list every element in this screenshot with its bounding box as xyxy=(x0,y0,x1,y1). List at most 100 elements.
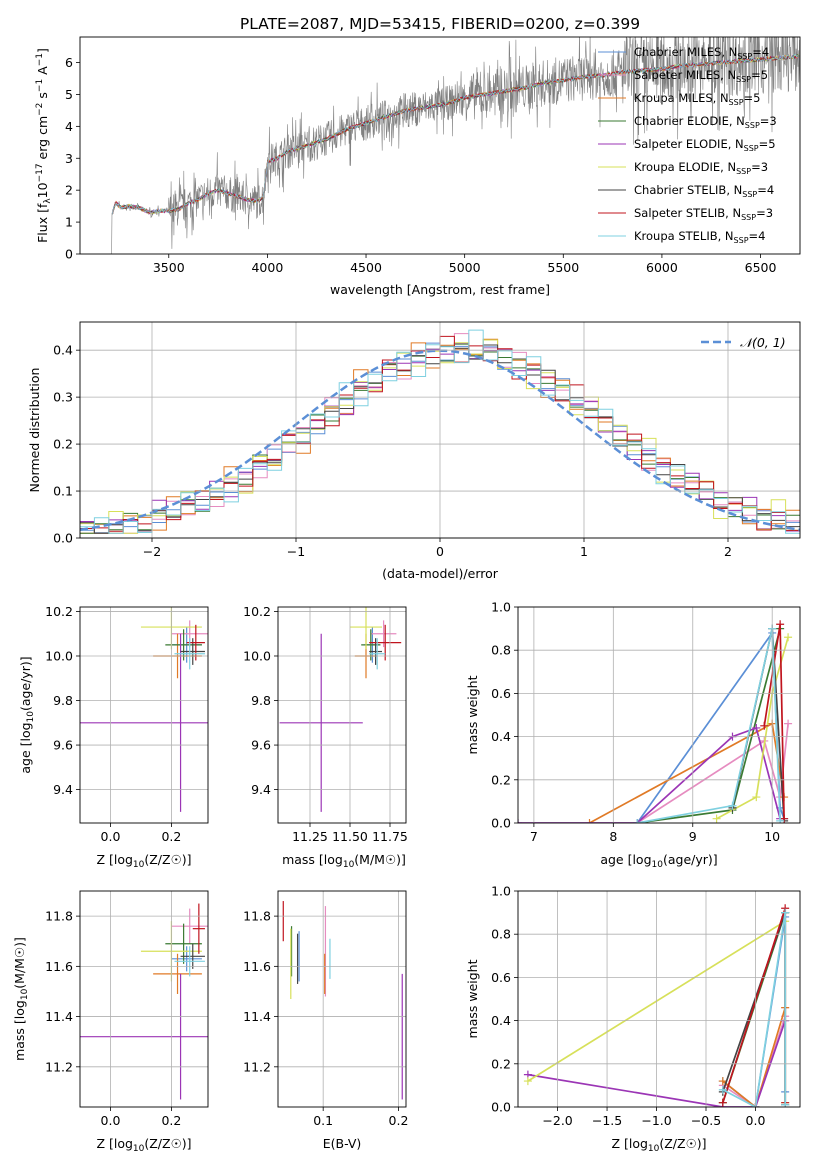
legend-count: =4 xyxy=(757,183,774,197)
weight-marker xyxy=(760,721,769,730)
legend-name: Chabrier ELODIE, N xyxy=(634,114,745,128)
y-tick-label: 11.6 xyxy=(243,959,271,974)
legend-name: Salpeter STELIB, N xyxy=(634,206,741,220)
observed-spectrum xyxy=(109,37,800,254)
y-tick-label: 9.4 xyxy=(53,782,73,797)
y-tick-label: 9.4 xyxy=(251,782,271,797)
weight-line xyxy=(722,1007,787,1107)
label-part: Z [log xyxy=(96,852,132,867)
plot-area xyxy=(282,901,403,1100)
weight-marker xyxy=(752,723,761,732)
x-axis-label: Z [log10(Z/Z☉)] xyxy=(96,1136,191,1154)
label-subscript: 10 xyxy=(26,711,36,723)
x-axis-label: Z [log10(Z/Z☉)] xyxy=(96,852,191,870)
x-tick-label: −2.0 xyxy=(542,1113,572,1128)
legend-entry: Chabrier ELODIE, NSSP=3 xyxy=(634,114,777,130)
y-axis-label: age [log10(age/yr)] xyxy=(18,656,36,773)
y-tick-label: 11.2 xyxy=(243,1059,271,1074)
massweight-vs-metallicity-panel: −2.0 −1.5 −1.0 −0.5 0.0 0.0 0.2 0.4 0.6 0.8 1.0 Z [… xyxy=(465,884,801,1154)
errorbar-point xyxy=(174,946,205,977)
weight-marker xyxy=(776,620,785,629)
y-tick-label: 0.6 xyxy=(491,686,511,701)
label-part: (age/yr)] xyxy=(18,656,33,711)
legend-count: =4 xyxy=(749,229,766,243)
y-tick-label: 0.2 xyxy=(491,772,511,787)
residuals-panel: −2 −1 0 1 2 0.0 0.1 0.2 0.3 0.4 𝒩(0, 1) (data-model… xyxy=(27,321,801,581)
label-part: (age/yr)] xyxy=(663,852,718,867)
x-tick-label: −2 xyxy=(143,544,161,559)
weight-marker xyxy=(776,816,785,823)
legend-entry: Chabrier MILES, NSSP=4 xyxy=(634,45,769,61)
x-axis-label: wavelength [Angstrom, rest frame] xyxy=(330,282,550,297)
model-spectrum xyxy=(112,54,800,215)
errorbar-point xyxy=(192,903,205,954)
legend-entry: Salpeter ELODIE, NSSP=5 xyxy=(634,137,776,153)
y-tick-label: 11.8 xyxy=(243,909,271,924)
label-part: Z [log xyxy=(611,1136,647,1151)
label-subscript: 10 xyxy=(20,988,30,1000)
weight-line xyxy=(637,628,781,823)
label-superscript: −17 xyxy=(35,163,45,182)
y-tick-label: 0.2 xyxy=(491,1056,511,1071)
y-tick-label: 9.8 xyxy=(53,693,73,708)
legend-count: =5 xyxy=(759,137,776,151)
axes-frame xyxy=(79,321,801,539)
legend-count: =3 xyxy=(760,114,777,128)
x-axis-label: (data-model)/error xyxy=(382,566,499,581)
x-tick-label: 0.2 xyxy=(161,829,181,844)
label-part: ] xyxy=(35,48,50,53)
mass-vs-metallicity-panel: 0.0 0.211.211.411.611.8Z [log10(Z/Z☉)]mas… xyxy=(12,890,209,1154)
legend-entry: Kroupa STELIB, NSSP=4 xyxy=(634,229,765,245)
weight-line xyxy=(722,1007,787,1107)
plot-area xyxy=(109,37,800,254)
label-part: A xyxy=(35,66,50,79)
mass-vs-ebv-panel: 0.1 0.2 11.2 11.4 11.6 11.8 E(B-V) xyxy=(243,890,408,1151)
errorbar-point xyxy=(350,607,382,650)
label-subscript: 10 xyxy=(133,1144,145,1154)
errorbar-point xyxy=(80,633,208,812)
x-tick-label: 0.0 xyxy=(101,829,121,844)
x-tick-label: 0.0 xyxy=(101,1113,121,1128)
errorbar-point xyxy=(369,624,402,661)
legend-name: Kroupa ELODIE, N xyxy=(634,160,736,174)
y-tick-label: 10.0 xyxy=(45,648,73,663)
y-tick-label: 1.0 xyxy=(491,884,511,899)
weight-marker xyxy=(784,633,793,642)
y-tick-label: 0.2 xyxy=(53,437,73,452)
errorbar-point xyxy=(171,946,202,972)
label-subscript: 10 xyxy=(648,1144,660,1154)
errorbar-point xyxy=(279,633,363,812)
x-tick-label: 11.25 xyxy=(292,829,328,844)
legend-subscript: SSP xyxy=(736,167,751,176)
axes-frame xyxy=(79,36,801,255)
y-tick-label: 0.8 xyxy=(491,643,511,658)
x-tick-label: −1.0 xyxy=(641,1113,671,1128)
legend-entry: Salpeter STELIB, NSSP=3 xyxy=(634,206,773,222)
y-tick-label: 0.3 xyxy=(53,390,73,405)
y-tick-label: 11.2 xyxy=(45,1059,73,1074)
errorbar-point xyxy=(180,943,205,969)
errorbar-point xyxy=(174,638,205,670)
y-tick-label: 0 xyxy=(65,247,73,262)
legend-name: Kroupa MILES, N xyxy=(634,91,729,105)
y-axis-label: mass weight xyxy=(465,959,480,1038)
x-tick-label: 5500 xyxy=(547,260,579,275)
x-tick-label: 4500 xyxy=(350,260,382,275)
x-tick-label: −1.5 xyxy=(592,1113,622,1128)
weight-line xyxy=(589,722,785,823)
y-tick-label: 0.1 xyxy=(53,484,73,499)
errorbar-point xyxy=(165,923,202,964)
age-vs-mass-panel: 11.25 11.50 11.75 9.4 9.6 9.8 10.0 10.2 mass [lo… xyxy=(243,604,408,870)
legend-subscript: SSP xyxy=(729,98,744,107)
y-axis-label: Flux [fλ10−17 erg cm−2 s−1 A−1] xyxy=(35,48,53,243)
axes-frame xyxy=(79,890,209,1108)
label-part: (Z/Z☉)] xyxy=(659,1136,706,1151)
legend-entry: Chabrier STELIB, NSSP=4 xyxy=(634,183,774,199)
label-part: mass [log xyxy=(282,852,343,867)
y-tick-label: 9.6 xyxy=(53,738,73,753)
legend-name: Kroupa STELIB, N xyxy=(634,229,734,243)
plot-area xyxy=(279,607,402,812)
weight-marker xyxy=(728,801,737,810)
errorbar-point xyxy=(171,908,208,944)
label-part: (Z/Z☉)] xyxy=(144,1136,191,1151)
